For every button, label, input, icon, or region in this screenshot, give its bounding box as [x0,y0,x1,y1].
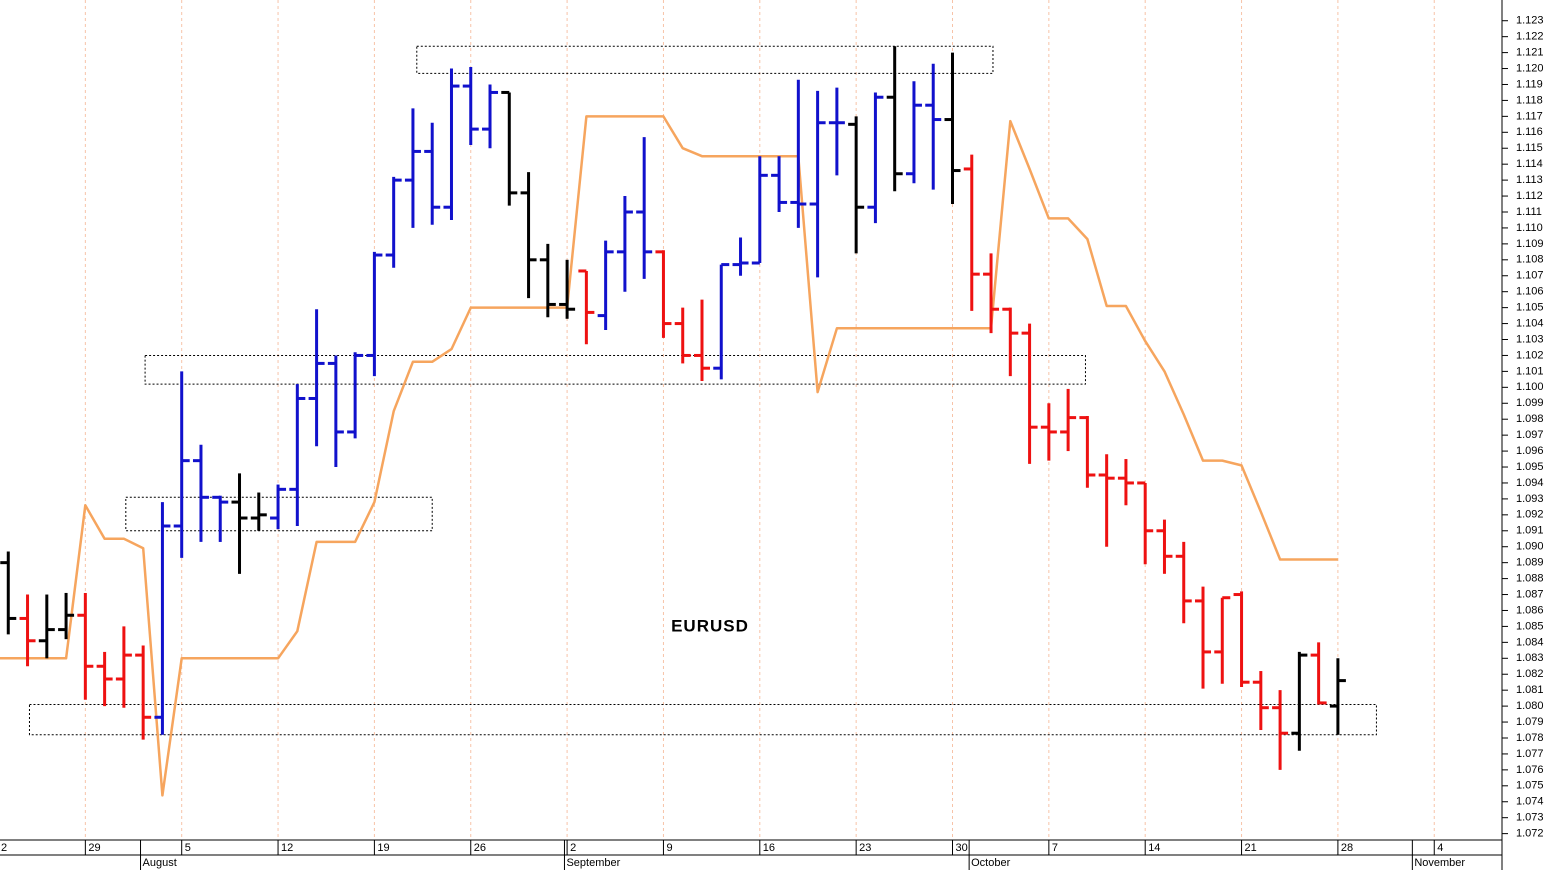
x-tick-label: 5 [185,842,191,854]
zone [28,704,1377,736]
y-tick-label: 1.093 [1516,493,1544,505]
y-tick-label: 1.116 [1516,126,1543,138]
y-tick-label: 1.111 [1516,206,1542,218]
month-label: September [566,857,620,869]
y-tick-label: 1.078 [1516,732,1544,744]
x-tick-label: 9 [666,842,672,854]
y-tick-label: 1.094 [1516,477,1544,489]
y-tick-label: 1.101 [1516,365,1544,377]
y-tick-label: 1.118 [1516,94,1543,106]
y-tick-label: 1.085 [1516,620,1544,632]
y-tick-label: 1.097 [1516,429,1544,441]
y-tick-label: 1.100 [1516,381,1544,393]
y-tick-label: 1.072 [1516,828,1544,840]
x-tick-label: 14 [1148,842,1160,854]
x-tick-label: 21 [1245,842,1257,854]
y-tick-label: 1.117 [1516,110,1543,122]
indicator-line [0,115,1338,797]
y-tick-label: 1.075 [1516,780,1544,792]
zone [416,45,994,74]
y-tick-label: 1.107 [1516,270,1544,282]
y-tick-label: 1.077 [1516,748,1544,760]
month-label: August [143,857,177,869]
y-tick-label: 1.109 [1516,238,1544,250]
y-tick-label: 1.091 [1516,525,1544,537]
y-tick-label: 1.119 [1516,78,1543,90]
x-tick-label: 26 [474,842,486,854]
y-tick-label: 1.115 [1516,142,1543,154]
y-tick-label: 1.084 [1516,636,1544,648]
y-tick-label: 1.083 [1516,652,1544,664]
y-tick-label: 1.096 [1516,445,1544,457]
y-tick-label: 1.113 [1516,174,1543,186]
y-tick-label: 1.079 [1516,716,1544,728]
y-tick-label: 1.087 [1516,588,1544,600]
y-tick-label: 1.076 [1516,764,1544,776]
y-tick-label: 1.073 [1516,812,1544,824]
x-tick-label: 23 [859,842,871,854]
annotation: EURUSD [671,616,749,635]
month-label: November [1414,857,1465,869]
y-tick-label: 1.089 [1516,557,1544,569]
y-tick-label: 1.108 [1516,254,1544,266]
y-tick-label: 1.074 [1516,796,1544,808]
y-tick-label: 1.081 [1516,684,1544,696]
y-tick-label: 1.103 [1516,333,1544,345]
y-tick-label: 1.114 [1516,158,1543,170]
x-tick-label: 30 [956,842,968,854]
x-tick-label: 4 [1437,842,1443,854]
x-tick-label: 2 [570,842,576,854]
y-tick-label: 1.088 [1516,573,1544,585]
x-tick-label: 28 [1341,842,1353,854]
y-tick-label: 1.122 [1516,31,1544,43]
y-tick-label: 1.082 [1516,668,1544,680]
y-tick-label: 1.098 [1516,413,1544,425]
y-tick-label: 1.106 [1516,286,1544,298]
x-tick-label: 29 [88,842,100,854]
y-tick-label: 1.092 [1516,509,1544,521]
x-tick-label: 2 [1,842,7,854]
y-tick-label: 1.080 [1516,700,1544,712]
x-tick-label: 7 [1052,842,1058,854]
x-tick-label: 16 [763,842,775,854]
y-tick-label: 1.120 [1516,62,1544,74]
month-label: October [971,857,1010,869]
y-tick-label: 1.086 [1516,604,1544,616]
y-tick-label: 1.102 [1516,349,1544,361]
y-tick-label: 1.110 [1516,222,1543,234]
y-tick-label: 1.123 [1516,15,1544,27]
x-tick-label: 12 [281,842,293,854]
y-tick-label: 1.095 [1516,461,1544,473]
y-tick-label: 1.105 [1516,302,1544,314]
x-tick-label: 19 [377,842,389,854]
y-tick-label: 1.090 [1516,541,1544,553]
y-tick-label: 1.112 [1516,190,1543,202]
y-tick-label: 1.099 [1516,397,1544,409]
y-tick-label: 1.121 [1516,47,1544,59]
y-tick-label: 1.104 [1516,317,1544,329]
